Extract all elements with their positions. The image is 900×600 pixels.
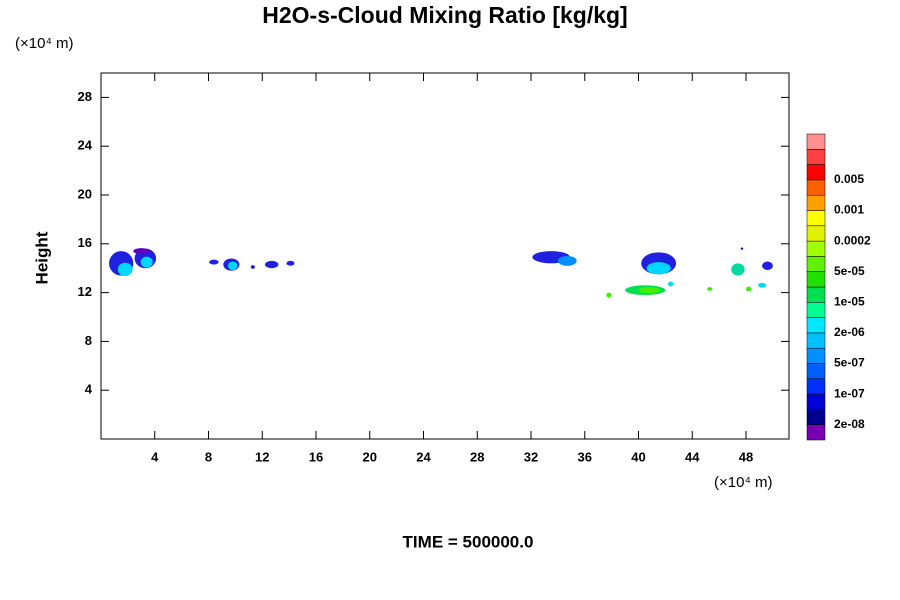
colorbar-box [806, 225, 826, 242]
cloud-region [746, 286, 752, 292]
plot-frame [100, 72, 790, 440]
cloud-region [133, 248, 150, 255]
x-tick-label: 36 [578, 449, 592, 464]
y-tick-label: 20 [78, 186, 92, 201]
colorbar-box [806, 271, 826, 288]
colorbar-label: 0.001 [834, 203, 864, 217]
cloud-region [606, 292, 612, 298]
x-tick-label: 28 [470, 449, 484, 464]
cloud-region [646, 262, 671, 275]
colorbar-box [806, 179, 826, 196]
colorbar-box [806, 393, 826, 410]
colorbar-box [806, 347, 826, 364]
cloud-region [140, 256, 153, 268]
cloud-region [227, 261, 238, 271]
x-tick-label: 48 [739, 449, 753, 464]
cloud-region [117, 262, 133, 277]
colorbar-box [806, 317, 826, 334]
colorbar-box [806, 424, 826, 441]
footer: TIME = 500000.0 [403, 532, 534, 551]
cloud-region [668, 281, 674, 287]
cloud-region [264, 260, 279, 269]
x-units: (×10⁴ m) [714, 474, 773, 491]
colorbar-label: 0.005 [834, 172, 864, 186]
colorbar-box [806, 409, 826, 425]
y-tick-label: 8 [85, 333, 92, 348]
colorbar-box [806, 286, 826, 303]
cloud-region [250, 265, 255, 269]
colorbar-box [806, 240, 826, 257]
x-tick-label: 20 [363, 449, 377, 464]
colorbar-box [806, 194, 826, 211]
x-tick-label: 40 [631, 449, 645, 464]
colorbar-box [806, 363, 826, 380]
x-tick-label: 8 [205, 449, 212, 464]
colorbar-label: 5e-05 [834, 264, 865, 278]
cloud-region [758, 282, 767, 288]
x-tick-label: 12 [255, 449, 269, 464]
y-tick-label: 28 [78, 89, 92, 104]
colorbar-box [806, 210, 826, 227]
y-units: (×10⁴ m) [15, 35, 74, 52]
cloud-region [740, 247, 744, 250]
colorbar-box [806, 149, 826, 165]
cloud-region [707, 287, 713, 291]
y-tick-label: 12 [78, 284, 92, 299]
cloud-region [557, 256, 577, 266]
colorbar-box [806, 256, 826, 272]
x-tick-label: 32 [524, 449, 538, 464]
x-tick-label: 44 [685, 449, 700, 464]
colorbar-label: 1e-07 [834, 386, 865, 400]
colorbar-box [806, 133, 826, 150]
cloud-region [731, 263, 745, 276]
x-tick-label: 4 [151, 449, 159, 464]
y-tick-label: 4 [85, 382, 93, 397]
cloud-region [209, 259, 219, 265]
colorbar-label: 2e-06 [834, 325, 865, 339]
y-tick-label: 24 [78, 138, 93, 153]
y-tick-label: 16 [78, 235, 92, 250]
colorbar-label: 5e-07 [834, 356, 865, 370]
chart-title: H2O-s-Cloud Mixing Ratio [kg/kg] [262, 2, 627, 28]
colorbar-box [806, 378, 826, 395]
cloud-region [762, 261, 773, 271]
colorbar-label: 2e-08 [834, 417, 865, 431]
x-tick-label: 24 [416, 449, 431, 464]
x-tick-label: 16 [309, 449, 323, 464]
colorbar-box [806, 164, 826, 181]
colorbar-label: 1e-05 [834, 294, 865, 308]
colorbar-box [806, 302, 826, 318]
cloud-region [638, 287, 660, 294]
y-axis-label: Height [32, 231, 51, 284]
colorbar-box [806, 332, 826, 349]
cloud-region [286, 260, 295, 266]
colorbar-label: 0.0002 [834, 233, 871, 247]
